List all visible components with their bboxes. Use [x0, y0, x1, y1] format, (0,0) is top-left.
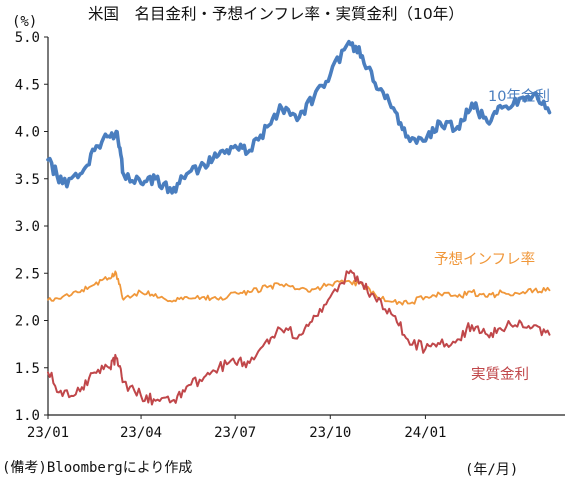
y-ticks: 1.0 1.5 2.0 2.5 3.0 3.5 4.0 4.5 5.0 [15, 30, 48, 424]
y-tick-label: 1.5 [15, 361, 40, 377]
y-tick-label: 4.0 [15, 125, 40, 141]
chart-title: 米国 名目金利・予想インフレ率・実質金利（10年） [88, 5, 464, 23]
series-line-nominal-yield [46, 39, 552, 195]
series-line-real-yield [47, 269, 551, 406]
y-tick-label: 2.5 [15, 266, 40, 282]
x-unit-label: (年/月) [465, 462, 519, 478]
series-line-inflation-expectation [47, 270, 551, 306]
series-label-inflation-expectation: 予想インフレ率 [434, 251, 535, 268]
y-tick-label: 3.5 [15, 172, 40, 188]
x-tick-label: 23/01 [27, 425, 69, 441]
y-unit-label: (%) [12, 14, 38, 30]
x-tick-label: 24/01 [404, 425, 446, 441]
series-label-nominal-yield: 10年金利 [488, 88, 550, 105]
y-tick-label: 4.5 [15, 77, 40, 93]
x-tick-label: 23/04 [120, 425, 162, 441]
x-tick-label: 23/07 [214, 425, 256, 441]
source-note: (備考)Bloombergにより作成 [2, 460, 193, 476]
y-tick-label: 3.0 [15, 219, 40, 235]
x-tick-label: 23/10 [309, 425, 351, 441]
y-tick-label: 2.0 [15, 314, 40, 330]
y-tick-label: 1.0 [15, 408, 40, 424]
series-lines [46, 39, 552, 406]
x-ticks: 23/01 23/04 23/07 23/10 24/01 [27, 415, 446, 441]
y-tick-label: 5.0 [15, 30, 40, 46]
series-label-real-yield: 実質金利 [471, 365, 529, 383]
